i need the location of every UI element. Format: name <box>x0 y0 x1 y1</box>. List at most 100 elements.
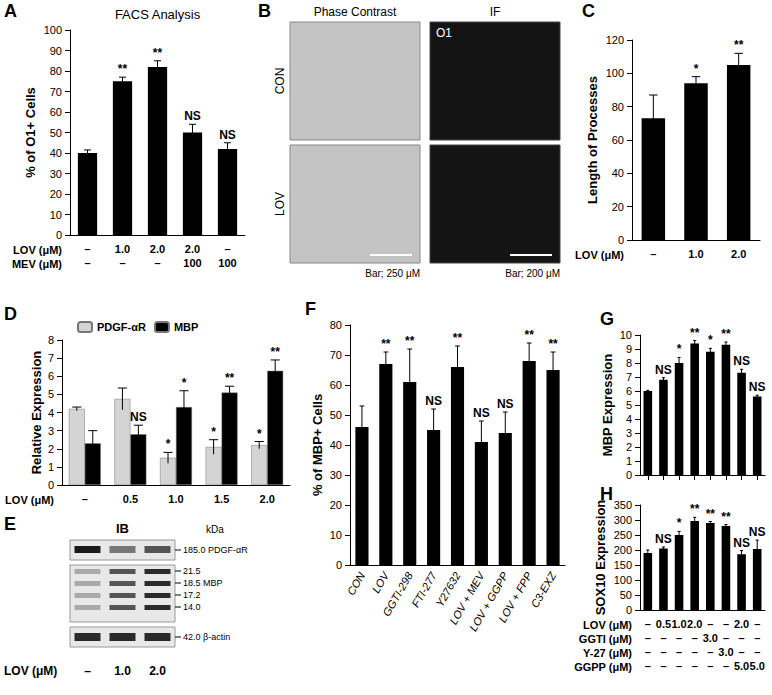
svg-text:60: 60 <box>50 106 62 118</box>
svg-text:2.0: 2.0 <box>731 248 746 260</box>
svg-text:H: H <box>600 484 613 504</box>
svg-text:% of O1+ Cells: % of O1+ Cells <box>23 87 38 178</box>
svg-text:1.0: 1.0 <box>688 248 703 260</box>
svg-text:2.0: 2.0 <box>260 493 275 505</box>
svg-text:60: 60 <box>330 379 342 391</box>
svg-text:F: F <box>305 299 316 319</box>
svg-text:0: 0 <box>336 559 342 571</box>
svg-text:6: 6 <box>626 385 632 397</box>
svg-text:NS: NS <box>733 354 750 368</box>
svg-text:Y-27 (μM): Y-27 (μM) <box>583 647 632 659</box>
svg-text:1.0: 1.0 <box>671 618 686 630</box>
svg-text:**: ** <box>548 337 558 351</box>
svg-text:O1: O1 <box>436 26 452 40</box>
svg-text:*: * <box>677 342 682 356</box>
svg-text:70: 70 <box>50 86 62 98</box>
svg-text:42.0 β-actin: 42.0 β-actin <box>183 632 230 642</box>
svg-text:Bar; 250 μM: Bar; 250 μM <box>365 268 420 279</box>
svg-text:**: ** <box>690 502 700 516</box>
svg-text:5: 5 <box>626 399 632 411</box>
svg-text:100: 100 <box>614 574 632 586</box>
svg-text:**: ** <box>524 328 534 342</box>
svg-text:LOV: LOV <box>370 569 392 595</box>
svg-text:E: E <box>4 514 16 534</box>
svg-text:–: – <box>676 646 682 658</box>
svg-text:1: 1 <box>48 461 54 473</box>
svg-text:150: 150 <box>614 559 632 571</box>
svg-text:5: 5 <box>48 388 54 400</box>
svg-text:C: C <box>582 1 595 21</box>
svg-text:2.0: 2.0 <box>185 243 200 255</box>
svg-text:NS: NS <box>473 406 490 420</box>
svg-text:LOV (μM): LOV (μM) <box>4 664 57 678</box>
svg-text:0: 0 <box>56 229 62 241</box>
svg-text:–: – <box>707 618 713 630</box>
svg-text:LOV: LOV <box>273 192 287 216</box>
svg-text:5.0: 5.0 <box>750 660 765 672</box>
svg-text:–: – <box>739 646 745 658</box>
svg-text:GGPP (μM): GGPP (μM) <box>574 661 632 673</box>
svg-text:–: – <box>84 243 90 255</box>
svg-text:–: – <box>645 618 651 630</box>
svg-text:CON: CON <box>345 570 368 597</box>
svg-text:30: 30 <box>50 168 62 180</box>
svg-text:**: ** <box>453 331 463 345</box>
svg-text:NS: NS <box>655 363 672 377</box>
svg-text:2.0: 2.0 <box>150 243 165 255</box>
svg-text:–: – <box>660 660 666 672</box>
svg-text:1.5: 1.5 <box>214 493 229 505</box>
svg-text:80: 80 <box>612 101 624 113</box>
svg-text:LOV (μM): LOV (μM) <box>5 494 54 506</box>
svg-text:LOV + FPP: LOV + FPP <box>496 569 535 624</box>
svg-text:NS: NS <box>749 525 766 539</box>
svg-text:3: 3 <box>626 427 632 439</box>
svg-text:–: – <box>707 646 713 658</box>
svg-text:100: 100 <box>606 67 624 79</box>
svg-text:–: – <box>224 243 230 255</box>
svg-text:NS: NS <box>130 410 147 424</box>
svg-text:–: – <box>692 646 698 658</box>
svg-text:A: A <box>4 1 17 21</box>
svg-text:8: 8 <box>48 334 54 346</box>
svg-text:LOV (μM): LOV (μM) <box>13 244 62 256</box>
svg-text:80: 80 <box>330 319 342 331</box>
svg-text:2: 2 <box>626 441 632 453</box>
svg-text:MBP Expression: MBP Expression <box>600 354 615 456</box>
svg-text:*: * <box>257 427 262 441</box>
svg-text:–: – <box>645 660 651 672</box>
svg-text:2.0: 2.0 <box>734 618 749 630</box>
svg-text:–: – <box>650 248 656 260</box>
svg-text:90: 90 <box>50 45 62 57</box>
svg-text:**: ** <box>118 62 128 76</box>
svg-text:G: G <box>600 309 614 329</box>
svg-text:Bar; 200 μM: Bar; 200 μM <box>505 268 560 279</box>
svg-text:30: 30 <box>330 469 342 481</box>
svg-text:Length of Processes: Length of Processes <box>585 76 600 204</box>
svg-text:**: ** <box>153 46 163 60</box>
svg-text:**: ** <box>721 510 731 524</box>
svg-text:NS: NS <box>184 109 201 123</box>
svg-text:GGTI (μM): GGTI (μM) <box>579 633 633 645</box>
svg-text:3: 3 <box>48 425 54 437</box>
svg-text:14.0: 14.0 <box>183 602 201 612</box>
svg-text:9: 9 <box>626 343 632 355</box>
svg-text:**: ** <box>225 371 235 385</box>
svg-text:NS: NS <box>733 536 750 550</box>
svg-text:Phase Contrast: Phase Contrast <box>314 5 397 19</box>
svg-text:GGTI-298: GGTI-298 <box>380 569 415 618</box>
svg-text:CON: CON <box>273 68 287 95</box>
svg-text:0: 0 <box>618 234 624 246</box>
svg-text:FACS Analysis: FACS Analysis <box>115 7 201 22</box>
svg-text:0.5: 0.5 <box>123 493 138 505</box>
svg-text:–: – <box>660 646 666 658</box>
svg-text:SOX10 Expression: SOX10 Expression <box>593 500 608 616</box>
svg-text:40: 40 <box>330 439 342 451</box>
svg-text:20: 20 <box>330 499 342 511</box>
svg-text:LOV (μM): LOV (μM) <box>583 619 632 631</box>
svg-text:120: 120 <box>606 34 624 46</box>
svg-text:C3-EXZ: C3-EXZ <box>528 569 559 610</box>
svg-text:40: 40 <box>612 167 624 179</box>
svg-text:6: 6 <box>48 370 54 382</box>
svg-text:40: 40 <box>50 147 62 159</box>
svg-text:NS: NS <box>425 394 442 408</box>
